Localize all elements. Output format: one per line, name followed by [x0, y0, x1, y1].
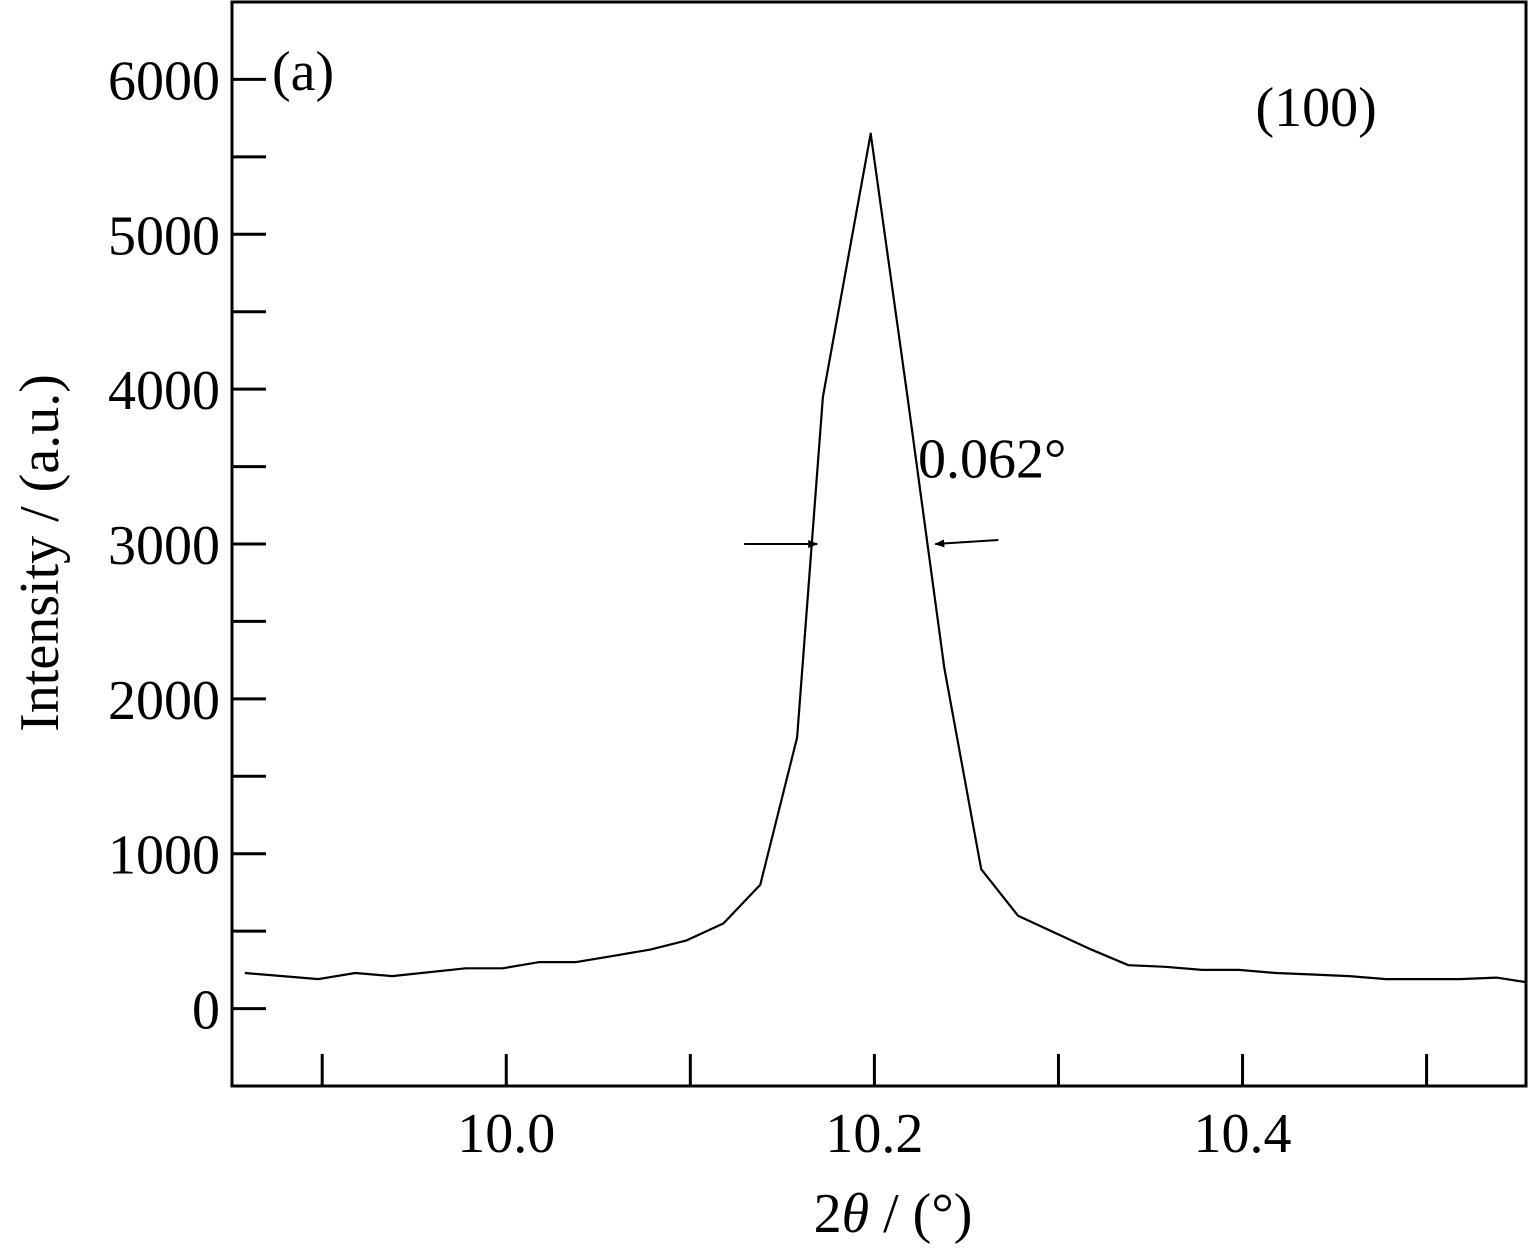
axis-ticks: 0 1000 2000 3000 4000 5000 6000 10.0 10.2 10.4: [108, 50, 1429, 1165]
panel-label: (a): [272, 41, 334, 103]
x-axis-title-suffix: / (°): [869, 1183, 972, 1245]
series-layer: [244, 132, 1527, 984]
annotation-label: (100): [1256, 77, 1377, 139]
y-tick-label: 2000: [108, 670, 220, 732]
x-tick-label: 10.4: [1194, 1103, 1292, 1165]
y-tick-label: 6000: [108, 50, 220, 112]
x-axis-title: 2θ / (°): [814, 1183, 973, 1245]
y-tick-label: 0: [192, 980, 220, 1042]
y-tick-label: 3000: [108, 515, 220, 577]
y-tick-label: 5000: [108, 205, 220, 267]
x-tick-label: 10.0: [457, 1103, 555, 1165]
x-tick-label: 10.2: [825, 1103, 923, 1165]
x-axis-title-prefix: 2: [814, 1183, 842, 1245]
plot-frame: [230, 0, 1528, 1088]
fwhm-right-arrow: [934, 539, 999, 548]
y-tick-label: 4000: [108, 360, 220, 422]
annotation-label: 0.062°: [918, 428, 1066, 490]
x-axis-title-symbol: θ: [842, 1183, 870, 1245]
y-axis-title: Intensity / (a.u.): [9, 374, 71, 732]
annotations-layer: (100) 0.062°: [744, 77, 1377, 548]
series-line: [244, 132, 1527, 984]
y-tick-label: 1000: [108, 825, 220, 887]
